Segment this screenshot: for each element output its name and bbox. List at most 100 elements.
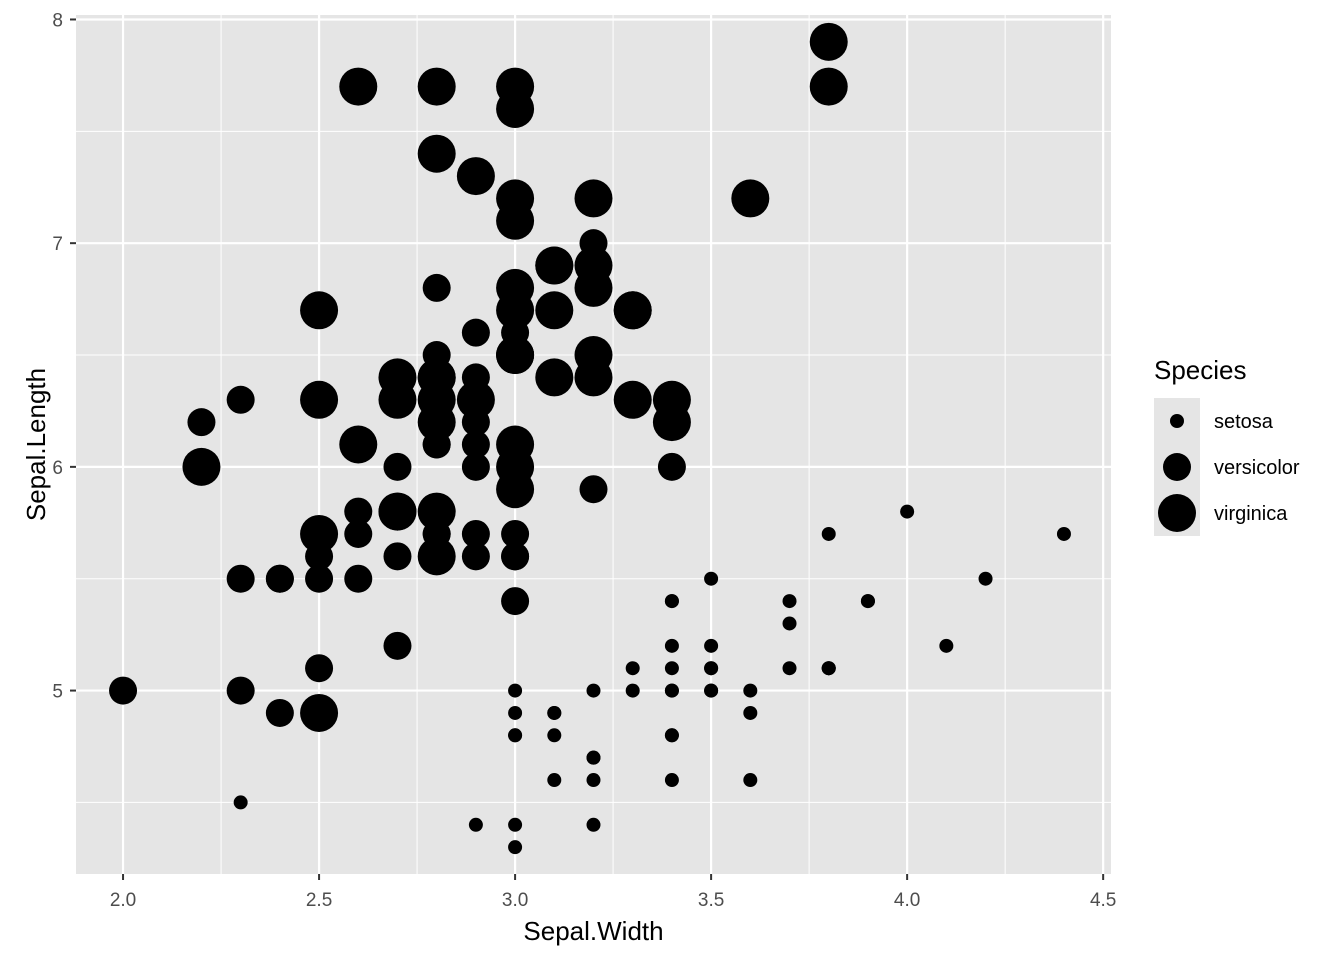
data-point-versicolor — [305, 654, 334, 683]
data-point-virginica — [574, 358, 613, 397]
data-point-versicolor — [344, 564, 373, 593]
data-point-setosa — [508, 705, 523, 720]
data-point-setosa — [939, 638, 954, 653]
legend-label: setosa — [1214, 411, 1274, 433]
data-point-setosa — [821, 661, 836, 676]
data-point-virginica — [300, 380, 339, 419]
data-point-setosa — [547, 728, 562, 743]
data-point-virginica — [378, 380, 417, 419]
data-point-setosa — [782, 594, 797, 609]
legend-label: versicolor — [1214, 457, 1300, 479]
data-point-versicolor — [265, 698, 294, 727]
data-point-virginica — [417, 492, 456, 531]
data-point-versicolor — [383, 542, 412, 571]
data-points — [109, 22, 1071, 855]
data-point-setosa — [1056, 526, 1071, 541]
data-point-versicolor — [344, 519, 373, 548]
legend-label: virginica — [1214, 503, 1288, 525]
data-point-virginica — [809, 67, 848, 106]
x-axis: 2.0 2.5 3.0 3.5 4.0 4.5 — [110, 874, 1116, 911]
data-point-versicolor — [226, 676, 255, 705]
data-point-setosa — [586, 817, 601, 832]
data-point-setosa — [743, 773, 758, 788]
x-axis-title: Sepal.Width — [523, 916, 663, 946]
y-axis-title: Sepal.Length — [21, 368, 51, 521]
data-point-setosa — [508, 683, 523, 698]
data-point-virginica — [652, 403, 691, 442]
legend: Species setosa versicolor virginica — [1154, 355, 1300, 536]
y-tick-label: 7 — [52, 234, 63, 255]
data-point-versicolor — [383, 631, 412, 660]
data-point-setosa — [978, 571, 993, 586]
data-point-setosa — [508, 728, 523, 743]
data-point-virginica — [300, 693, 339, 732]
data-point-virginica — [496, 336, 535, 375]
x-tick-label: 4.5 — [1090, 890, 1116, 911]
data-point-setosa — [782, 616, 797, 631]
legend-title: Species — [1154, 355, 1247, 385]
data-point-virginica — [613, 380, 652, 419]
data-point-virginica — [809, 22, 848, 61]
data-point-setosa — [586, 773, 601, 788]
data-point-virginica — [417, 134, 456, 173]
data-point-virginica — [574, 268, 613, 307]
data-point-versicolor — [501, 519, 530, 548]
data-point-setosa — [664, 594, 679, 609]
data-point-setosa — [782, 661, 797, 676]
y-tick-label: 8 — [52, 10, 63, 31]
data-point-versicolor — [657, 452, 686, 481]
data-point-setosa — [508, 817, 523, 832]
data-point-versicolor — [226, 564, 255, 593]
data-point-versicolor — [461, 519, 490, 548]
data-point-virginica — [417, 537, 456, 576]
data-point-setosa — [625, 661, 640, 676]
y-tick-label: 5 — [52, 682, 63, 703]
plot-panel — [76, 15, 1111, 874]
data-point-virginica — [339, 67, 378, 106]
data-point-versicolor — [422, 273, 451, 302]
data-point-virginica — [456, 157, 495, 196]
y-axis: 5 6 7 8 — [52, 10, 76, 703]
data-point-setosa — [704, 638, 719, 653]
data-point-versicolor — [579, 475, 608, 504]
x-tick-label: 2.0 — [110, 890, 136, 911]
data-point-virginica — [496, 179, 535, 218]
x-tick-label: 3.5 — [698, 890, 724, 911]
data-point-versicolor — [109, 676, 138, 705]
data-point-setosa — [900, 504, 915, 519]
data-point-setosa — [743, 705, 758, 720]
data-point-virginica — [496, 470, 535, 509]
data-point-virginica — [300, 291, 339, 330]
data-point-versicolor — [226, 385, 255, 414]
data-point-versicolor — [461, 430, 490, 459]
data-point-versicolor — [461, 452, 490, 481]
data-point-setosa — [664, 638, 679, 653]
legend-items: setosa versicolor virginica — [1158, 411, 1300, 532]
data-point-versicolor — [344, 497, 373, 526]
data-point-setosa — [664, 683, 679, 698]
data-point-setosa — [547, 705, 562, 720]
data-point-virginica — [496, 67, 535, 106]
data-point-virginica — [535, 358, 574, 397]
data-point-versicolor — [501, 587, 530, 616]
data-point-setosa — [586, 750, 601, 765]
data-point-virginica — [496, 291, 535, 330]
data-point-virginica — [417, 67, 456, 106]
data-point-virginica — [535, 291, 574, 330]
x-tick-label: 4.0 — [894, 890, 920, 911]
data-point-versicolor — [501, 542, 530, 571]
data-point-virginica — [417, 380, 456, 419]
data-point-setosa — [547, 773, 562, 788]
data-point-virginica — [456, 380, 495, 419]
data-point-virginica — [574, 179, 613, 218]
data-point-setosa — [586, 683, 601, 698]
y-tick-label: 6 — [52, 458, 63, 479]
x-tick-label: 3.0 — [502, 890, 528, 911]
data-point-setosa — [664, 728, 679, 743]
data-point-setosa — [233, 795, 248, 810]
x-tick-label: 2.5 — [306, 890, 332, 911]
data-point-setosa — [743, 683, 758, 698]
legend-key-setosa — [1170, 414, 1184, 428]
data-point-virginica — [300, 514, 339, 553]
